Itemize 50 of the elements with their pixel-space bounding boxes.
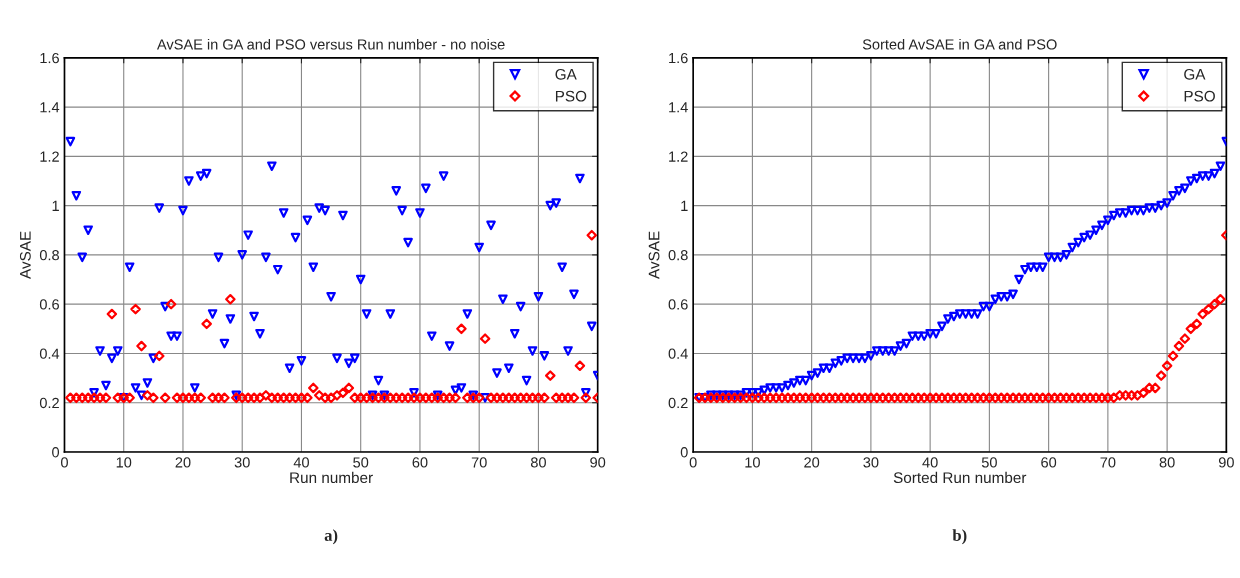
x-tick-label: 60 [412,457,428,468]
x-tick-label: 70 [471,457,487,468]
x-tick-label: 30 [863,457,879,468]
x-tick-label: 10 [116,457,132,468]
x-tick-label: 40 [293,457,309,468]
x-tick-label: 40 [922,457,938,468]
legend-label: GA [1184,68,1206,80]
y-tick-label: 0.6 [39,299,59,310]
y-tick-label: 0.8 [39,250,59,261]
x-tick-label: 20 [175,457,191,468]
y-tick-label: 0 [680,447,688,458]
y-tick-label: 0.4 [39,348,60,359]
y-tick-label: 0 [52,447,60,458]
y-tick-label: 1 [52,200,59,211]
y-tick-label: 0.6 [668,299,688,310]
y-tick-label: 0.2 [39,397,59,409]
x-tick-label: 20 [804,457,820,468]
legend-label: PSO [1184,90,1215,102]
x-tick-label: 10 [745,457,760,468]
y-axis-title: AvSAE [19,231,31,279]
chart-title: AvSAE in GA and PSO versus Run number - no noise [156,38,505,50]
x-tick-label: 50 [353,457,369,468]
y-tick-label: 1.4 [669,102,688,113]
y-tick-label: 0.8 [668,250,688,261]
y-tick-label: 1.2 [669,151,688,162]
x-axis-title: Run number [290,471,373,484]
x-tick-label: 80 [530,457,546,468]
y-tick-label: 1.6 [40,52,59,64]
legend-label: PSO [555,90,587,102]
x-tick-label: 90 [1218,457,1234,468]
x-tick-label: 80 [1159,457,1175,468]
y-tick-label: 0.2 [668,397,688,409]
x-tick-label: 60 [1041,457,1057,468]
text: a) [324,529,338,545]
text: b) [952,529,967,545]
x-tick-label: 0 [60,457,68,468]
x-tick-label: 0 [689,457,697,468]
y-tick-label: 1.4 [40,102,60,113]
x-tick-label: 90 [590,457,606,468]
x-tick-label: 30 [234,457,250,468]
y-tick-label: 0.4 [668,348,688,359]
x-axis-title: Sorted Run number [893,471,1027,484]
x-tick-label: 70 [1100,457,1116,468]
legend-label: GA [555,68,577,80]
chart-title: Sorted AvSAE in GA and PSO [862,38,1057,50]
x-tick-label: 50 [981,457,997,468]
y-tick-label: 1 [681,200,688,211]
y-tick-label: 1.2 [40,151,59,162]
y-tick-label: 1.6 [669,52,688,64]
y-axis-title: AvSAE [648,231,660,279]
